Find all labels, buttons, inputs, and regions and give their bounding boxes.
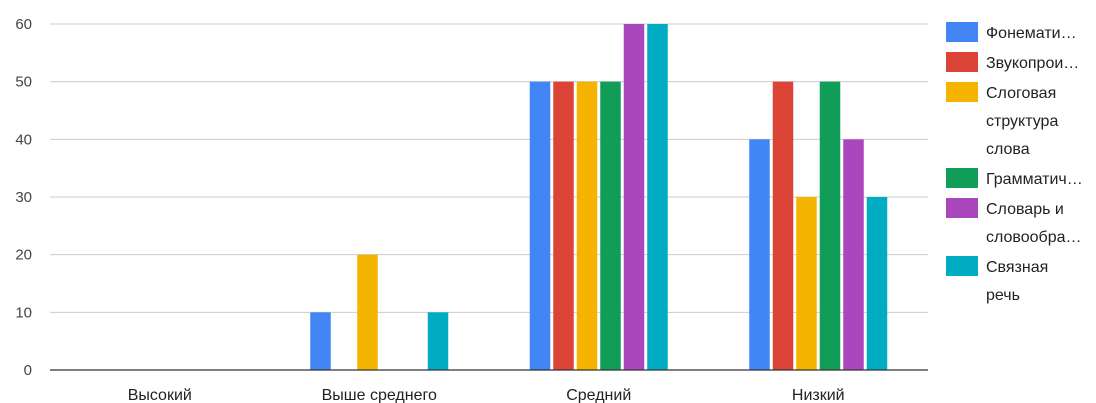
bar-3-4	[843, 139, 864, 370]
legend-label: Фонемати…	[986, 25, 1077, 42]
y-tick-label: 20	[15, 247, 32, 264]
bar-3-0	[749, 139, 770, 370]
bar-3-5	[866, 197, 888, 370]
legend-swatch	[946, 256, 978, 276]
bar-1-0	[310, 312, 331, 370]
legend-label: Грамматич…	[986, 171, 1083, 188]
y-tick-label: 10	[15, 304, 32, 321]
bar-2-5	[647, 24, 668, 370]
y-tick-label: 50	[15, 74, 32, 91]
bar-2-1	[553, 81, 574, 371]
x-tick-label: Средний	[566, 387, 631, 403]
legend-label: слова	[986, 141, 1030, 158]
bar-2-0	[529, 81, 551, 371]
legend-label: Звукопрои…	[986, 55, 1079, 72]
bar-2-4	[623, 24, 645, 370]
x-tick-label: Высокий	[128, 387, 192, 403]
y-tick-label: 60	[15, 16, 32, 33]
bar-3-3	[819, 81, 841, 371]
legend-label: Словарь и	[986, 201, 1064, 218]
bar-3-2	[796, 197, 817, 370]
y-axis-ticks: 0 10 20 30 40 50 60	[15, 16, 32, 379]
y-tick-label: 30	[15, 189, 32, 206]
bar-2-3	[600, 81, 621, 371]
bar-1-5	[427, 312, 449, 370]
y-tick-label: 40	[15, 131, 32, 148]
bars	[310, 24, 888, 371]
legend-label: словообра…	[986, 229, 1082, 246]
legend-swatch	[946, 198, 978, 218]
legend-label: структура	[986, 113, 1058, 130]
legend-label: речь	[986, 287, 1020, 304]
legend-label: Слоговая	[986, 85, 1056, 102]
legend-swatch	[946, 52, 978, 72]
bar-3-1	[772, 81, 794, 371]
legend: Фонемати… Звукопрои… Слоговая структура слов…	[946, 22, 1083, 304]
bar-2-2	[576, 81, 598, 371]
x-tick-label: Выше среднего	[322, 387, 437, 403]
legend-label: Связная	[986, 259, 1048, 276]
legend-swatch	[946, 82, 978, 102]
y-tick-label: 0	[24, 362, 32, 379]
legend-swatch	[946, 168, 978, 188]
bar-1-2	[357, 254, 378, 370]
x-axis: Высокий Выше среднего Средний Низкий	[50, 369, 928, 403]
legend-swatch	[946, 22, 978, 42]
x-tick-label: Низкий	[792, 387, 845, 403]
